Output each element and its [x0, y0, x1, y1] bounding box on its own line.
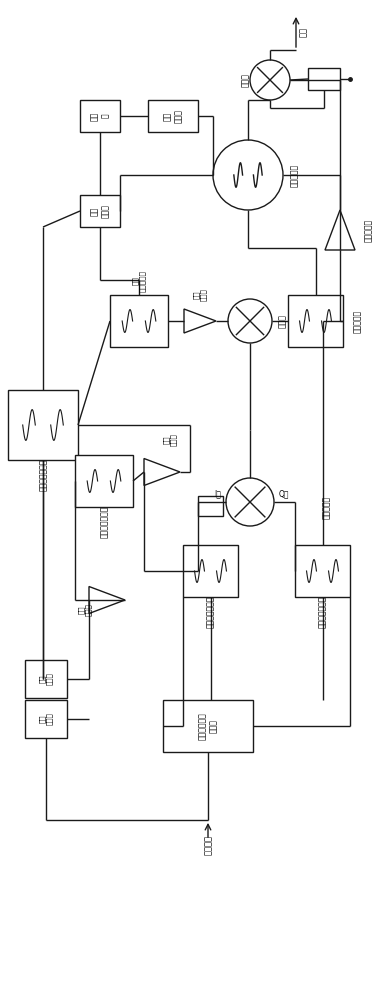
Circle shape — [250, 60, 290, 100]
Text: 第二
倍频器: 第二 倍频器 — [39, 673, 53, 685]
Text: 带通滤波器: 带通滤波器 — [353, 309, 361, 333]
Text: 混频器: 混频器 — [277, 314, 287, 328]
Text: 第四
放大器: 第四 放大器 — [193, 289, 207, 301]
Bar — [25, 660, 67, 698]
Polygon shape — [184, 309, 216, 333]
Text: 第一
倍频器: 第一 倍频器 — [39, 713, 53, 725]
Text: 第三
低通滤波器: 第三 低通滤波器 — [132, 270, 146, 292]
Bar — [163, 700, 253, 752]
Bar — [8, 390, 78, 460]
Text: 鉴相
器: 鉴相 器 — [90, 111, 110, 121]
Text: 第二
放大器: 第二 放大器 — [163, 434, 177, 446]
Bar — [110, 295, 168, 347]
Text: 第二低通滤波器: 第二低通滤波器 — [318, 596, 327, 628]
Text: 第一高通滤波器: 第一高通滤波器 — [100, 506, 109, 538]
Bar — [288, 295, 343, 347]
Bar — [148, 100, 198, 132]
Circle shape — [213, 140, 283, 210]
Text: I路: I路 — [214, 489, 221, 498]
Text: 压控振荡器: 压控振荡器 — [290, 163, 299, 187]
Bar — [295, 545, 350, 597]
Bar — [75, 455, 133, 507]
Polygon shape — [144, 458, 180, 486]
Text: 直接数字频率
合成器: 直接数字频率 合成器 — [198, 712, 218, 740]
Text: 耦合器: 耦合器 — [241, 73, 250, 87]
Bar — [198, 496, 223, 516]
Polygon shape — [89, 586, 125, 613]
Text: 第二高通滤波器: 第二高通滤波器 — [38, 459, 47, 491]
Bar — [183, 545, 238, 597]
Text: 第一
放大器: 第一 放大器 — [78, 604, 92, 616]
Text: 第三放大器: 第三放大器 — [364, 218, 373, 242]
Circle shape — [228, 299, 272, 343]
Bar — [80, 100, 120, 132]
Bar — [308, 68, 340, 90]
Circle shape — [226, 478, 274, 526]
Polygon shape — [325, 210, 355, 250]
Text: Q路: Q路 — [279, 489, 290, 498]
Text: 第一低通滤波器: 第一低通滤波器 — [206, 596, 215, 628]
Bar — [25, 700, 67, 738]
Text: 参考频率: 参考频率 — [203, 835, 212, 855]
Text: 输出: 输出 — [299, 27, 308, 37]
Text: 整数
分频器: 整数 分频器 — [90, 204, 110, 218]
Bar — [80, 195, 120, 227]
Text: 环路
滤波器: 环路 滤波器 — [163, 109, 183, 123]
Text: 正交混频器: 正交混频器 — [321, 495, 331, 519]
